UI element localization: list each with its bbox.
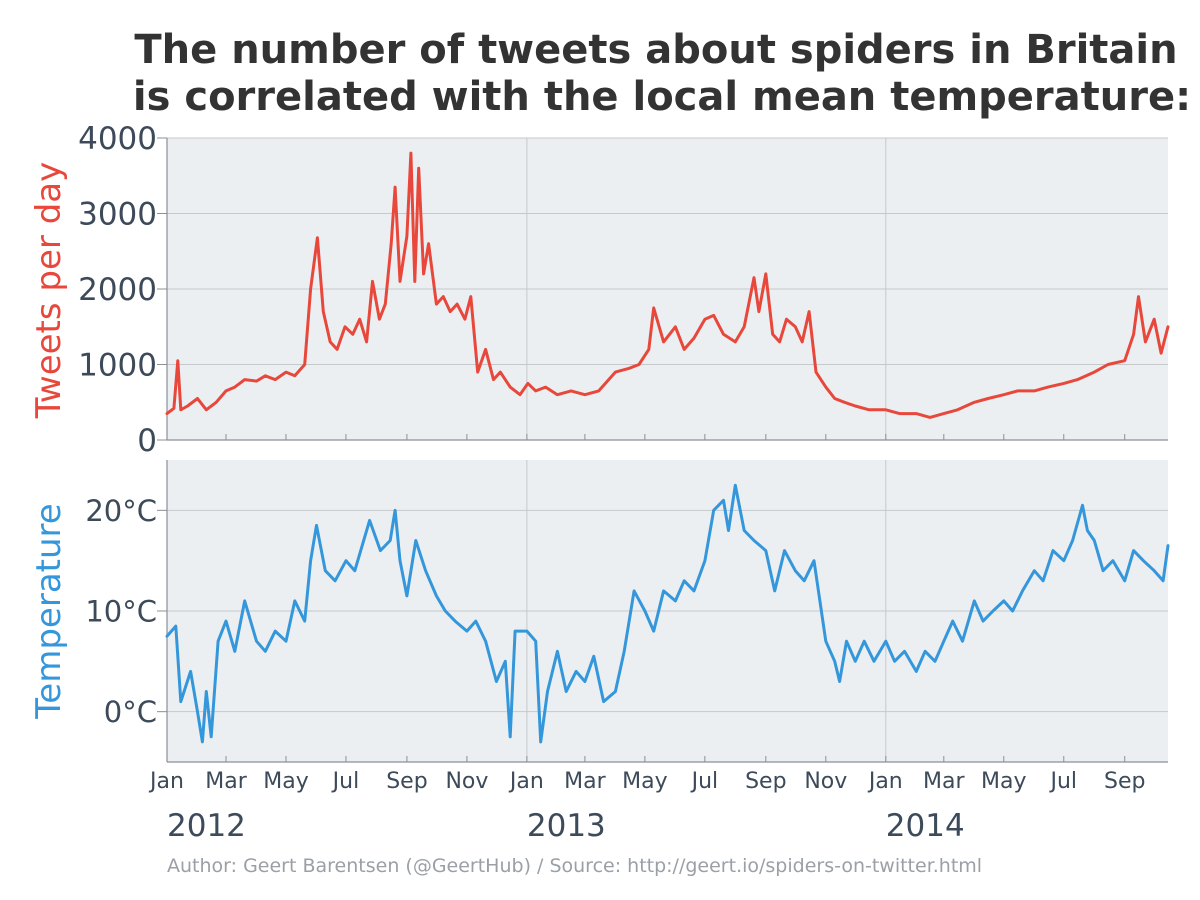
tweets-ytick-label: 0: [137, 423, 157, 459]
tweets-ytick-label: 1000: [78, 348, 157, 384]
tweets-series-line: [165, 151, 1170, 419]
x-tick-label: May: [622, 769, 667, 794]
x-tick-label: Sep: [1104, 769, 1145, 794]
year-label: 2012: [167, 808, 246, 844]
x-tick-label: Sep: [745, 769, 786, 794]
tweets-axis-title: Tweets per day: [29, 162, 69, 419]
chart-title-line-1: The number of tweets about spiders in Br…: [134, 27, 1177, 73]
chart-title-line-2: is correlated with the local mean temper…: [133, 74, 1191, 120]
x-tick-label: Mar: [564, 769, 606, 794]
x-tick-label: Jan: [508, 769, 544, 794]
x-tick-label: Nov: [445, 769, 488, 794]
tweets-ytick-label: 3000: [78, 197, 157, 233]
x-tick-label: Mar: [923, 769, 965, 794]
temperature-axis-title: Temperature: [29, 503, 69, 719]
x-tick-label: May: [981, 769, 1026, 794]
x-tick-label: Jul: [690, 769, 719, 794]
x-tick-label: Mar: [205, 769, 247, 794]
x-tick-label: Jul: [1048, 769, 1077, 794]
x-tick-label: Jul: [331, 769, 360, 794]
year-label: 2014: [886, 808, 965, 844]
temperature-ytick-label: 10°C: [85, 594, 157, 628]
x-tick-label: May: [263, 769, 308, 794]
temperature-ytick-label: 0°C: [104, 695, 157, 729]
credit-text: Author: Geert Barentsen (@GeertHub) / So…: [167, 855, 982, 877]
year-label: 2013: [527, 808, 606, 844]
temperature-series-line: [165, 483, 1170, 744]
x-axis: Jan Mar May Jul Sep Nov Jan Mar May Jul Sep Nov Jan M…: [148, 769, 1145, 844]
tweets-ytick-label: 2000: [78, 272, 157, 308]
x-tick-label: Jan: [867, 769, 903, 794]
tweets-ytick-label: 4000: [78, 121, 157, 157]
temperature-panel: 0°C 10°C 20°C Temperature: [29, 460, 1170, 763]
temperature-ytick-label: 20°C: [85, 494, 157, 528]
x-tick-label: Sep: [386, 769, 427, 794]
x-tick-label: Nov: [804, 769, 847, 794]
x-tick-label: Jan: [148, 769, 184, 794]
